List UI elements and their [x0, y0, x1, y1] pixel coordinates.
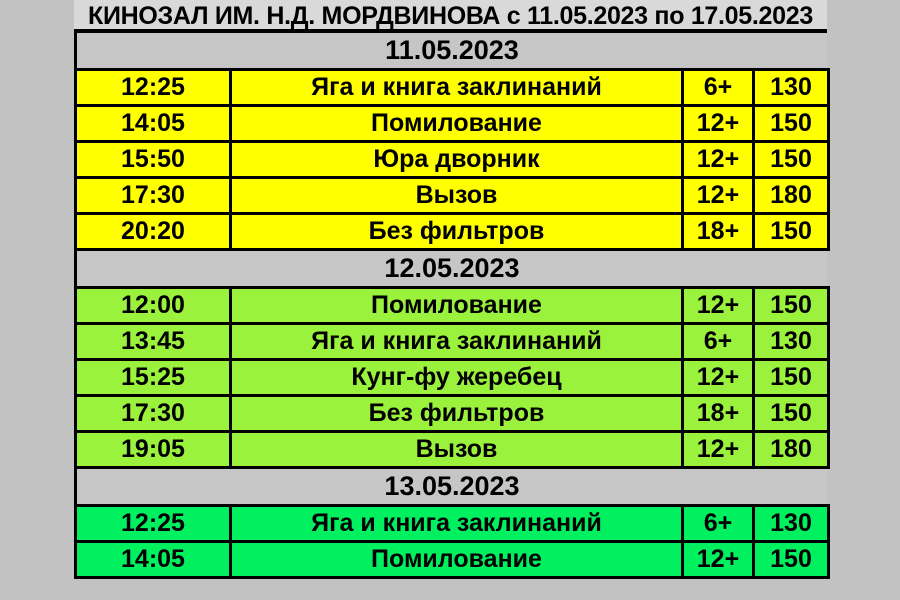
day-section-1: 11.05.2023 12:25 Яга и книга заклинаний …	[74, 33, 830, 251]
cell-time: 12:25	[74, 68, 232, 107]
cell-price: 150	[752, 394, 830, 433]
table-row: 13:45 Яга и книга заклинаний 6+ 130	[74, 322, 830, 361]
cell-movie: Кунг-фу жеребец	[229, 358, 684, 397]
day-section-3: 13.05.2023 12:25 Яга и книга заклинаний …	[74, 469, 830, 579]
cell-movie: Без фильтров	[229, 394, 684, 433]
date-header-2: 12.05.2023	[74, 251, 827, 286]
date-header-1: 11.05.2023	[74, 33, 827, 68]
schedule-table-1: 12:25 Яга и книга заклинаний 6+ 130 14:0…	[74, 68, 830, 251]
table-row: 14:05 Помилование 12+ 150	[74, 104, 830, 143]
cell-price: 150	[752, 104, 830, 143]
cell-time: 13:45	[74, 322, 232, 361]
cell-time: 17:30	[74, 176, 232, 215]
cell-price: 150	[752, 358, 830, 397]
table-row: 12:25 Яга и книга заклинаний 6+ 130	[74, 504, 830, 543]
cell-movie: Помилование	[229, 286, 684, 325]
cell-time: 20:20	[74, 212, 232, 251]
cell-movie: Яга и книга заклинаний	[229, 504, 684, 543]
cell-time: 14:05	[74, 104, 232, 143]
schedule-table-2: 12:00 Помилование 12+ 150 13:45 Яга и кн…	[74, 286, 830, 469]
cell-movie: Помилование	[229, 540, 684, 579]
cell-time: 15:50	[74, 140, 232, 179]
cell-time: 17:30	[74, 394, 232, 433]
cell-age: 6+	[681, 504, 755, 543]
cell-age: 12+	[681, 140, 755, 179]
table-row: 15:50 Юра дворник 12+ 150	[74, 140, 830, 179]
cell-price: 150	[752, 286, 830, 325]
cell-movie: Юра дворник	[229, 140, 684, 179]
cell-price: 150	[752, 540, 830, 579]
table-row: 20:20 Без фильтров 18+ 150	[74, 212, 830, 251]
cell-age: 18+	[681, 394, 755, 433]
cell-time: 15:25	[74, 358, 232, 397]
cell-age: 6+	[681, 68, 755, 107]
cell-time: 12:00	[74, 286, 232, 325]
cell-age: 12+	[681, 176, 755, 215]
table-row: 17:30 Без фильтров 18+ 150	[74, 394, 830, 433]
table-row: 12:25 Яга и книга заклинаний 6+ 130	[74, 68, 830, 107]
cell-price: 130	[752, 322, 830, 361]
cell-price: 130	[752, 504, 830, 543]
cell-movie: Яга и книга заклинаний	[229, 68, 684, 107]
cell-time: 12:25	[74, 504, 232, 543]
cell-movie: Помилование	[229, 104, 684, 143]
cell-age: 18+	[681, 212, 755, 251]
page-title: КИНОЗАЛ ИМ. Н.Д. МОРДВИНОВА с 11.05.2023…	[74, 0, 827, 33]
cell-age: 12+	[681, 358, 755, 397]
date-header-3: 13.05.2023	[74, 469, 827, 504]
schedule-table-3: 12:25 Яга и книга заклинаний 6+ 130 14:0…	[74, 504, 830, 579]
table-row: 15:25 Кунг-фу жеребец 12+ 150	[74, 358, 830, 397]
cell-price: 150	[752, 212, 830, 251]
cell-age: 6+	[681, 322, 755, 361]
table-row: 17:30 Вызов 12+ 180	[74, 176, 830, 215]
cell-time: 14:05	[74, 540, 232, 579]
day-section-2: 12.05.2023 12:00 Помилование 12+ 150 13:…	[74, 251, 830, 469]
cell-price: 180	[752, 176, 830, 215]
cell-movie: Без фильтров	[229, 212, 684, 251]
table-row: 14:05 Помилование 12+ 150	[74, 540, 830, 579]
cell-age: 12+	[681, 540, 755, 579]
cell-age: 12+	[681, 104, 755, 143]
cell-time: 19:05	[74, 430, 232, 469]
cell-price: 150	[752, 140, 830, 179]
cell-movie: Яга и книга заклинаний	[229, 322, 684, 361]
table-row: 12:00 Помилование 12+ 150	[74, 286, 830, 325]
table-row: 19:05 Вызов 12+ 180	[74, 430, 830, 469]
cell-age: 12+	[681, 286, 755, 325]
cell-movie: Вызов	[229, 176, 684, 215]
cell-age: 12+	[681, 430, 755, 469]
schedule-content: КИНОЗАЛ ИМ. Н.Д. МОРДВИНОВА с 11.05.2023…	[74, 0, 830, 579]
cell-price: 180	[752, 430, 830, 469]
cell-movie: Вызов	[229, 430, 684, 469]
cell-price: 130	[752, 68, 830, 107]
